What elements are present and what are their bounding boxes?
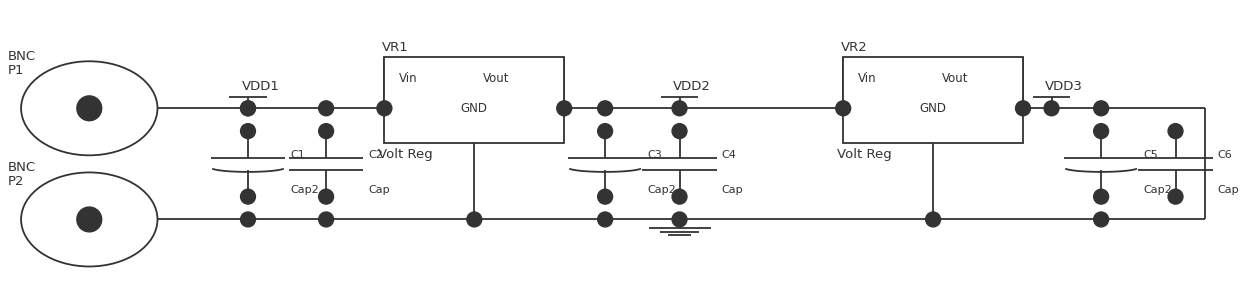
Circle shape [598, 124, 613, 139]
Circle shape [1016, 101, 1030, 116]
Bar [843, 57, 1023, 142]
Circle shape [1168, 124, 1183, 139]
Circle shape [241, 189, 255, 204]
Circle shape [672, 101, 687, 116]
Text: Vin: Vin [399, 72, 418, 85]
Text: VDD1: VDD1 [242, 80, 280, 93]
Text: GND: GND [461, 102, 487, 115]
Circle shape [466, 212, 481, 227]
Text: Cap: Cap [722, 184, 743, 195]
Ellipse shape [21, 61, 157, 155]
Text: Vin: Vin [858, 72, 877, 85]
Circle shape [925, 212, 940, 227]
Circle shape [557, 101, 572, 116]
Circle shape [672, 124, 687, 139]
Text: Cap2: Cap2 [290, 184, 319, 195]
Text: C2: C2 [368, 150, 383, 160]
Text: Vout: Vout [484, 72, 510, 85]
Text: VDD3: VDD3 [1045, 80, 1084, 93]
Bar [384, 57, 564, 142]
Circle shape [672, 212, 687, 227]
Circle shape [319, 124, 334, 139]
Text: BNC
P2: BNC P2 [7, 161, 36, 188]
Circle shape [319, 212, 334, 227]
Circle shape [241, 101, 255, 116]
Circle shape [598, 189, 613, 204]
Text: VR2: VR2 [841, 41, 868, 54]
Text: Cap2: Cap2 [1143, 184, 1172, 195]
Text: C5: C5 [1143, 150, 1158, 160]
Circle shape [672, 189, 687, 204]
Circle shape [377, 101, 392, 116]
Circle shape [77, 96, 102, 121]
Circle shape [319, 189, 334, 204]
Text: C1: C1 [290, 150, 305, 160]
Text: VDD2: VDD2 [673, 80, 712, 93]
Circle shape [1094, 189, 1109, 204]
Text: Cap2: Cap2 [647, 184, 676, 195]
Text: C6: C6 [1218, 150, 1233, 160]
Circle shape [241, 212, 255, 227]
Text: Volt Reg: Volt Reg [837, 148, 892, 161]
Circle shape [77, 207, 102, 232]
Circle shape [241, 101, 255, 116]
Text: VR1: VR1 [382, 41, 409, 54]
Text: Volt Reg: Volt Reg [378, 148, 433, 161]
Circle shape [598, 101, 613, 116]
Circle shape [1044, 101, 1059, 116]
Text: C4: C4 [722, 150, 737, 160]
Text: Cap: Cap [1218, 184, 1239, 195]
Circle shape [1094, 212, 1109, 227]
Ellipse shape [21, 172, 157, 266]
Circle shape [598, 212, 613, 227]
Circle shape [241, 124, 255, 139]
Circle shape [836, 101, 851, 116]
Text: C3: C3 [647, 150, 662, 160]
Text: BNC
P1: BNC P1 [7, 50, 36, 77]
Circle shape [1094, 124, 1109, 139]
Text: Vout: Vout [942, 72, 968, 85]
Circle shape [1094, 101, 1109, 116]
Circle shape [1168, 189, 1183, 204]
Circle shape [319, 101, 334, 116]
Text: Cap: Cap [368, 184, 389, 195]
Text: GND: GND [920, 102, 946, 115]
